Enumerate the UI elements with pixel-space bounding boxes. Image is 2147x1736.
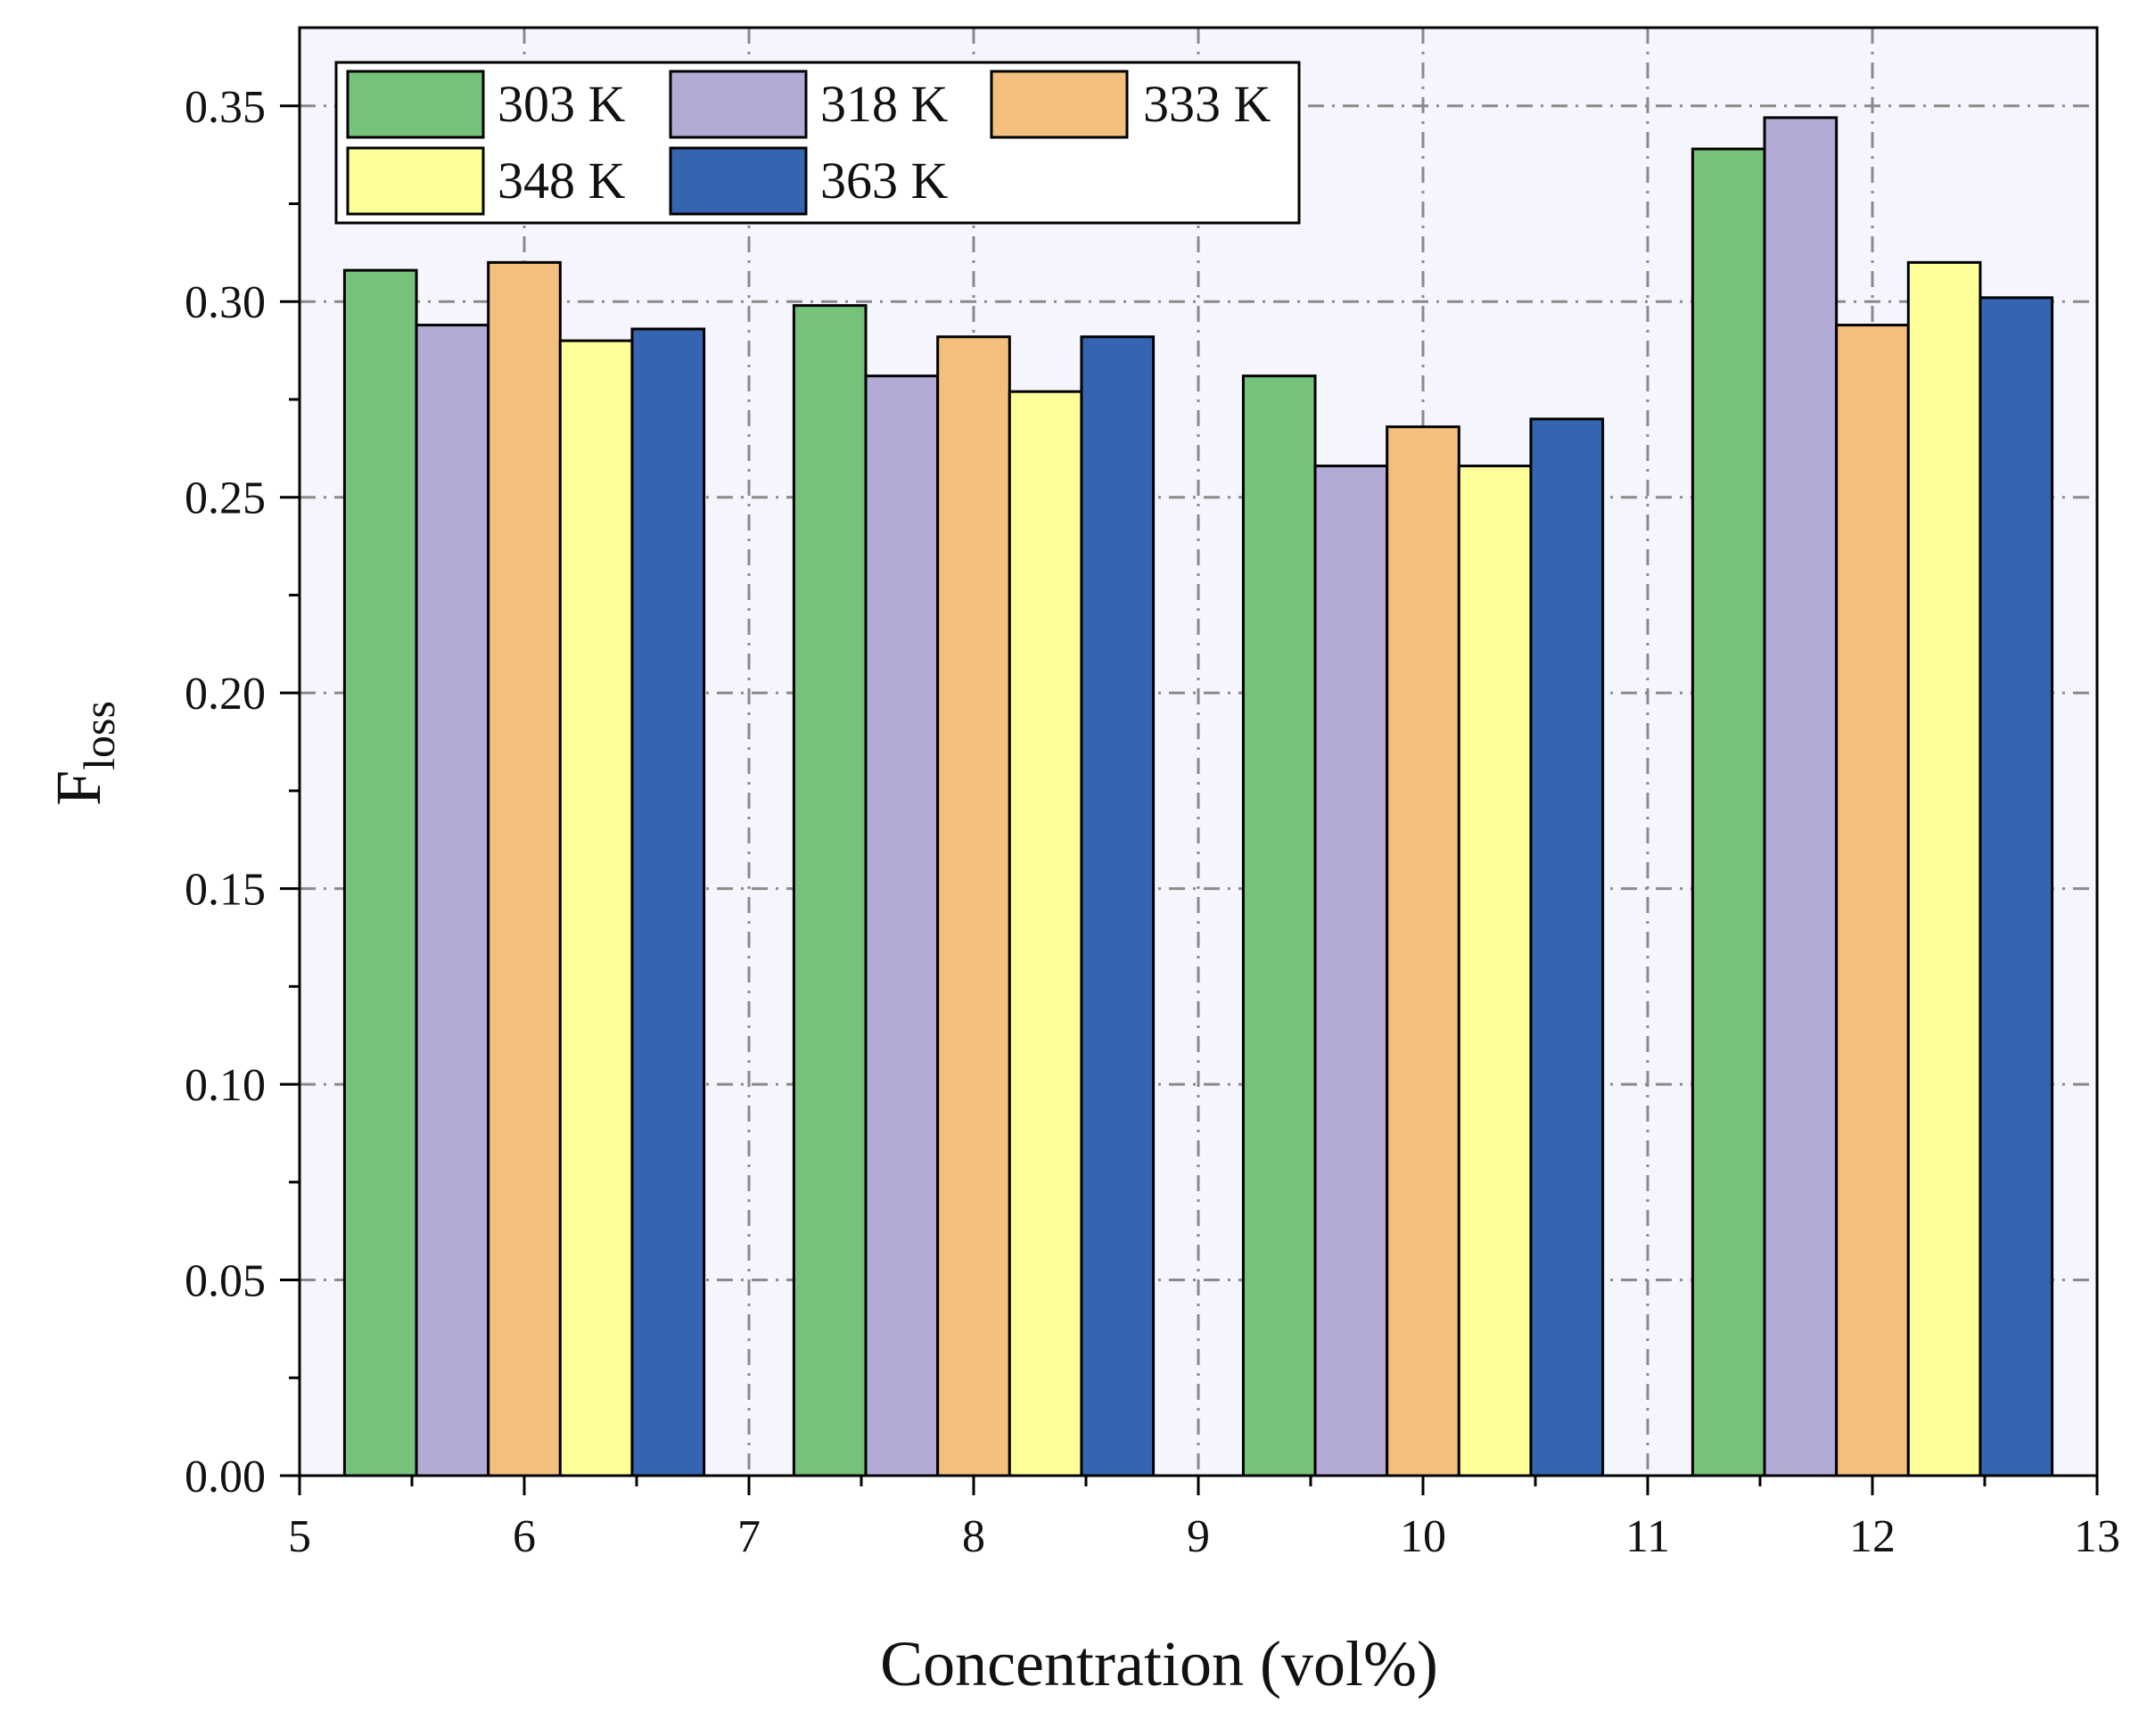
y-tick-label: 0.35: [185, 82, 266, 133]
bar-348k-x8: [1008, 390, 1083, 1477]
x-tick-label: 10: [1400, 1511, 1446, 1562]
bar-333k-x6: [487, 260, 562, 1477]
y-tick-label: 0.15: [185, 865, 266, 916]
bar-303k-x10: [1241, 374, 1317, 1477]
bars: [342, 116, 2054, 1477]
bar-303k-x8: [792, 304, 868, 1477]
bar-303k-x12: [1690, 147, 1766, 1477]
bar-348k-x10: [1457, 465, 1533, 1477]
axes: [280, 26, 2099, 1495]
x-tick-label: 11: [1625, 1511, 1670, 1562]
legend-label-348k: 348 K: [498, 152, 626, 210]
bar-333k-x12: [1835, 324, 1910, 1477]
x-tick-label: 12: [1849, 1511, 1896, 1562]
bar-363k-x12: [1978, 296, 2054, 1477]
legend-label-363k: 363 K: [820, 152, 949, 210]
y-axis-title-subscript: loss: [74, 701, 124, 770]
y-tick-label: 0.00: [185, 1452, 266, 1502]
legend-swatch-303k: [346, 70, 485, 139]
legend-label-333k: 333 K: [1143, 75, 1271, 133]
bar-318k-x6: [415, 324, 490, 1477]
y-axis-title: Floss: [43, 701, 124, 806]
bar-318k-x12: [1763, 116, 1839, 1477]
tick-labels: 5 6 7 8 9 10 11 12 13 0.00 0.05 0.10 0.15 0.20 0.25 0.3…: [185, 82, 2120, 1562]
legend-label-303k: 303 K: [498, 75, 626, 133]
bar-303k-x6: [342, 268, 418, 1477]
legend-swatch-333k: [990, 70, 1129, 139]
bar-333k-x8: [936, 335, 1011, 1477]
y-tick-label: 0.10: [185, 1060, 266, 1111]
x-tick-label: 8: [962, 1511, 985, 1562]
legend-swatch-318k: [669, 70, 808, 139]
x-tick-label: 7: [737, 1511, 761, 1562]
bar-363k-x10: [1529, 417, 1605, 1477]
legend-box: [334, 61, 1301, 225]
y-tick-label: 0.25: [185, 473, 266, 524]
bar-363k-x6: [630, 327, 706, 1477]
x-tick-label: 13: [2074, 1511, 2120, 1562]
x-tick-label: 9: [1187, 1511, 1210, 1562]
legend-label-318k: 318 K: [820, 75, 949, 133]
x-tick-label: 6: [513, 1511, 536, 1562]
x-axis-title: Concentration (vol%): [880, 1628, 1438, 1699]
y-tick-label: 0.20: [185, 669, 266, 720]
legend-swatch-363k: [669, 146, 808, 216]
y-tick-label: 0.30: [185, 277, 266, 328]
x-tick-label: 5: [288, 1511, 311, 1562]
bar-318k-x10: [1313, 465, 1389, 1477]
legend: 303 K 318 K 333 K 348 K 363 K: [334, 61, 1301, 225]
bar-318k-x8: [864, 374, 940, 1477]
y-axis-title-main: F: [43, 770, 114, 806]
y-tick-label: 0.05: [185, 1256, 266, 1307]
bar-333k-x10: [1386, 425, 1460, 1477]
bar-348k-x12: [1906, 260, 1982, 1477]
bar-363k-x8: [1080, 335, 1156, 1477]
axis-titles: Concentration (vol%) Floss: [43, 701, 1438, 1699]
bar-348k-x6: [558, 339, 634, 1477]
legend-swatch-348k: [346, 146, 485, 216]
